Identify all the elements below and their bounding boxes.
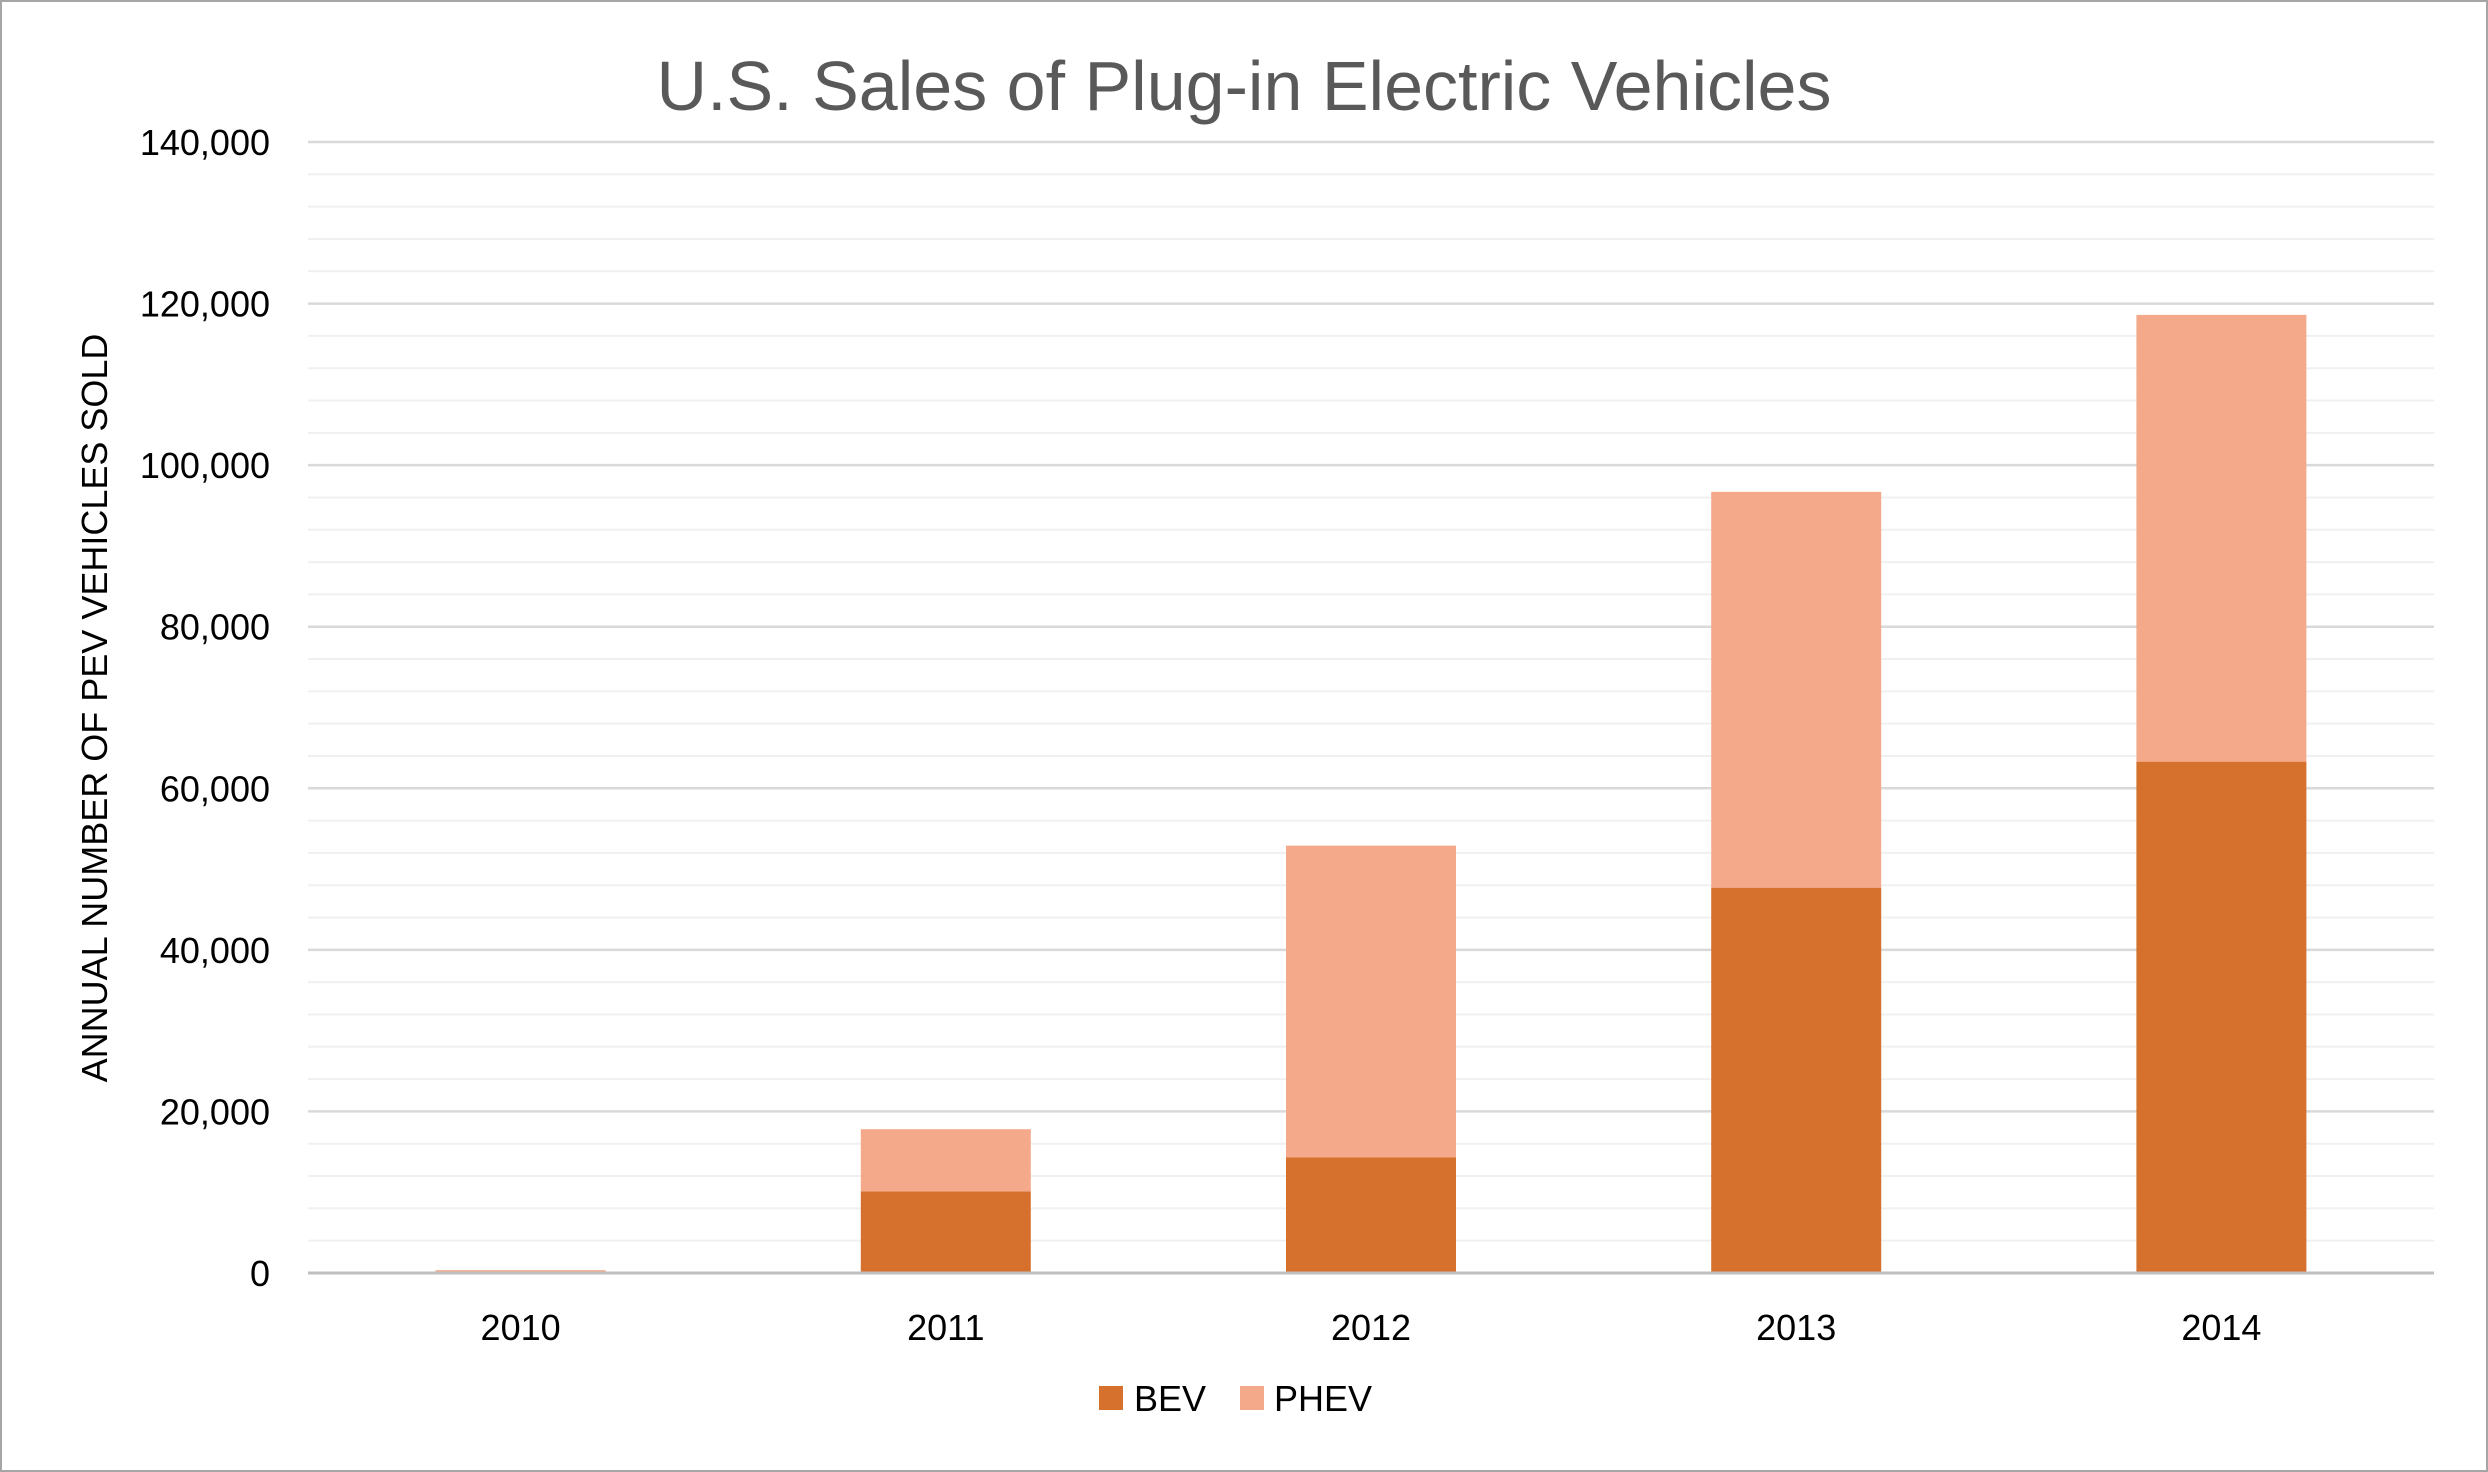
y-tick-label: 80,000 (160, 607, 270, 648)
y-tick-label: 100,000 (140, 445, 270, 486)
chart-title: U.S. Sales of Plug-in Electric Vehicles (657, 47, 1832, 125)
x-axis-tick-labels: 2010 2011 2012 2013 2014 (481, 1307, 2262, 1348)
bars (435, 314, 2307, 1273)
legend-swatch-bev (1099, 1386, 1123, 1410)
y-axis-label: ANNUAL NUMBER OF PEV VEHICLES SOLD (74, 334, 115, 1083)
major-gridlines (308, 140, 2434, 1113)
legend-label-bev: BEV (1134, 1378, 1206, 1419)
bar-phev-2012 (1286, 845, 1456, 1158)
bar-phev-2011 (860, 1129, 1031, 1192)
bar-phev-2014 (2136, 314, 2307, 762)
x-tick-label: 2013 (1756, 1307, 1836, 1348)
legend-swatch-phev (1240, 1386, 1264, 1410)
x-tick-label: 2014 (2181, 1307, 2261, 1348)
y-tick-label: 60,000 (160, 768, 270, 809)
bar-bev-2011 (860, 1191, 1031, 1273)
y-tick-label: 40,000 (160, 930, 270, 971)
y-tick-label: 0 (250, 1253, 270, 1294)
x-tick-label: 2012 (1331, 1307, 1411, 1348)
legend-label-phev: PHEV (1274, 1378, 1372, 1419)
bar-bev-2012 (1286, 1157, 1456, 1273)
y-tick-label: 120,000 (140, 284, 270, 325)
x-tick-label: 2010 (481, 1307, 561, 1348)
y-tick-label: 20,000 (160, 1091, 270, 1132)
legend: BEV PHEV (1099, 1378, 1372, 1419)
bar-bev-2014 (2136, 761, 2307, 1273)
y-axis-tick-labels: 0 20,000 40,000 60,000 80,000 100,000 120,000 1… (140, 122, 270, 1294)
bar-bev-2013 (1711, 887, 1882, 1273)
bar-phev-2013 (1711, 491, 1882, 888)
y-tick-label: 140,000 (140, 122, 270, 163)
x-tick-label: 2011 (907, 1307, 984, 1348)
